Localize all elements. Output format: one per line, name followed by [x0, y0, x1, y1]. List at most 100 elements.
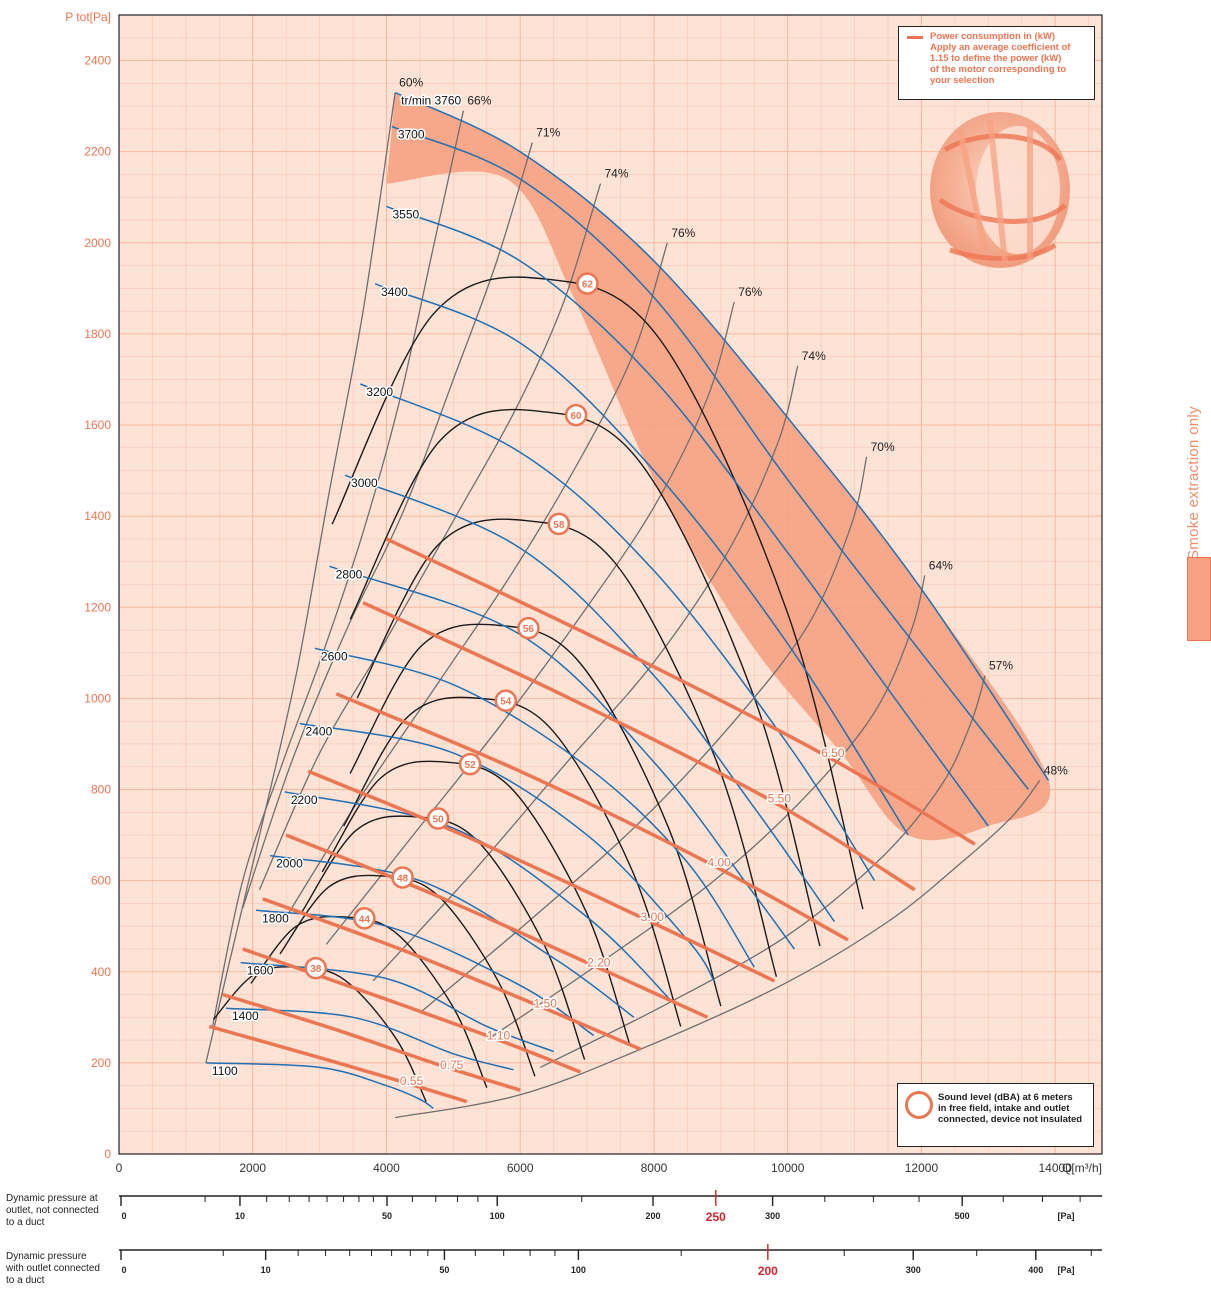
power-label: 1.10: [487, 1029, 511, 1043]
speed-label: 1100: [212, 1064, 238, 1078]
power-legend-line: Apply an average coefficient of: [930, 42, 1071, 53]
power-label: 0.55: [400, 1074, 424, 1088]
speed-curve: [360, 383, 876, 882]
speed-label: 2200: [291, 793, 318, 807]
efficiency-line: [242, 142, 533, 909]
sound-curve: [321, 760, 631, 1045]
y-tick-label: 1400: [84, 509, 111, 523]
y-tick-label: 1800: [84, 327, 111, 341]
sound-curve: [349, 623, 722, 1007]
sound-legend: Sound level (dBA) at 6 meters in free fi…: [897, 1083, 1094, 1147]
power-label: 4.00: [707, 855, 731, 869]
efficiency-line: [372, 365, 799, 982]
y-tick-label: 200: [91, 1056, 111, 1070]
speed-label: 2000: [276, 857, 303, 871]
power-label: 5.50: [768, 792, 792, 806]
sound-curve: [279, 874, 536, 1077]
scale-tick-label: 200: [646, 1211, 661, 1221]
axes: 0 2000 4000 6000 8000 10000 12000 14000 0 200 400 6…: [65, 10, 1103, 1175]
sound-level-label: 58: [553, 520, 565, 531]
power-line: [335, 692, 849, 942]
speed-label: 3000: [351, 476, 378, 490]
x-tick-label: 14000: [1039, 1161, 1073, 1175]
sound-level-label: 38: [310, 964, 322, 975]
scale-highlight-label: 200: [758, 1264, 778, 1278]
speed-curves: [205, 91, 1050, 1110]
efficiency-line: [258, 183, 602, 891]
scale-tick-label: 100: [571, 1265, 586, 1275]
sound-level-label: 60: [571, 411, 583, 422]
y-tick-label: 1000: [84, 691, 111, 705]
dp1-title-line: Dynamic pressure at: [6, 1193, 98, 1204]
y-tick-label: 0: [104, 1147, 111, 1161]
efficiency-line: [540, 675, 986, 1068]
sound-level-marker: [564, 403, 588, 427]
speed-label: 2600: [321, 649, 348, 663]
dynamic-pressure-title-1: Dynamic pressure at outlet, not connecte…: [6, 1193, 99, 1229]
speed-label: 3700: [398, 128, 425, 142]
x-axis-label: Q[m³/h]: [1062, 1161, 1102, 1175]
speed-curve: [394, 91, 1050, 781]
sound-level-marker: [517, 616, 540, 640]
speed-curve: [314, 647, 755, 968]
sound-level-label: 62: [582, 280, 594, 291]
power-legend-text: Power consumption in (kW) Apply an avera…: [930, 31, 1090, 86]
speed-curve: [386, 205, 989, 827]
speed-label: 2400: [306, 724, 333, 738]
x-tick-label: 0: [116, 1161, 123, 1175]
speed-label: 3550: [392, 207, 419, 221]
speed-label: 3400: [381, 285, 408, 299]
power-line: [262, 897, 642, 1051]
speed-label: 1400: [232, 1009, 259, 1023]
scale-highlight-label: 250: [706, 1210, 726, 1224]
dynamic-pressure-title-2: Dynamic pressure with outlet connected t…: [6, 1251, 100, 1287]
plot-frame: [118, 14, 1103, 1155]
scale-tick-label: 0: [121, 1211, 126, 1221]
efficiency-label: 76%: [738, 285, 762, 299]
speed-label: 1800: [262, 911, 289, 925]
scale-tick-label: 50: [382, 1211, 392, 1221]
efficiency-label: 64%: [929, 558, 953, 572]
scale-tick-label: 300: [765, 1211, 780, 1221]
speed-curve: [284, 791, 675, 1005]
sound-level-marker: [547, 512, 571, 536]
efficiency-label: 71%: [536, 126, 560, 140]
dp1-title-line: outlet, not connected: [6, 1205, 99, 1216]
scale-tick-label: 400: [1028, 1265, 1043, 1275]
sound-curve: [349, 408, 821, 947]
scale-tick-label: 500: [955, 1211, 970, 1221]
x-tick-label: 12000: [905, 1161, 939, 1175]
power-line: [285, 833, 709, 1019]
power-label: 1.50: [534, 997, 558, 1011]
speed-curve: [269, 854, 635, 1018]
dp2-title-line: to a duct: [6, 1275, 45, 1286]
x-tick-label: 2000: [239, 1161, 266, 1175]
speed-label: 2800: [336, 567, 363, 581]
scale-tick-label: 10: [261, 1265, 271, 1275]
power-curves: [208, 537, 976, 1104]
speed-curve: [391, 125, 1029, 790]
efficiency-label: 76%: [671, 226, 695, 240]
sound-curve: [212, 966, 427, 1103]
efficiency-line: [205, 92, 396, 1064]
power-line: [385, 537, 976, 846]
scale-tick-label: 10: [235, 1211, 245, 1221]
speed-curve: [329, 565, 796, 950]
sound-level-marker: [353, 907, 376, 930]
fan-wheel-picture: [930, 112, 1070, 268]
efficiency-label: 74%: [604, 167, 628, 181]
sound-legend-text: Sound level (dBA) at 6 meters in free fi…: [938, 1092, 1088, 1125]
smoke-band: [386, 92, 1051, 841]
sound-legend-line: Sound level (dBA) at 6 meters: [938, 1092, 1073, 1103]
dp1-title-line: to a duct: [6, 1217, 45, 1228]
sound-level-label: 54: [500, 697, 512, 708]
speed-label: 1600: [247, 964, 274, 978]
sound-curve: [301, 815, 586, 1060]
power-label: 2.20: [587, 956, 611, 970]
y-tick-label: 1200: [84, 600, 111, 614]
sound-level-label: 56: [523, 624, 535, 635]
speed-curve: [205, 1062, 434, 1110]
sound-legend-line: connected, device not insulated: [938, 1114, 1083, 1125]
power-line: [242, 947, 582, 1074]
